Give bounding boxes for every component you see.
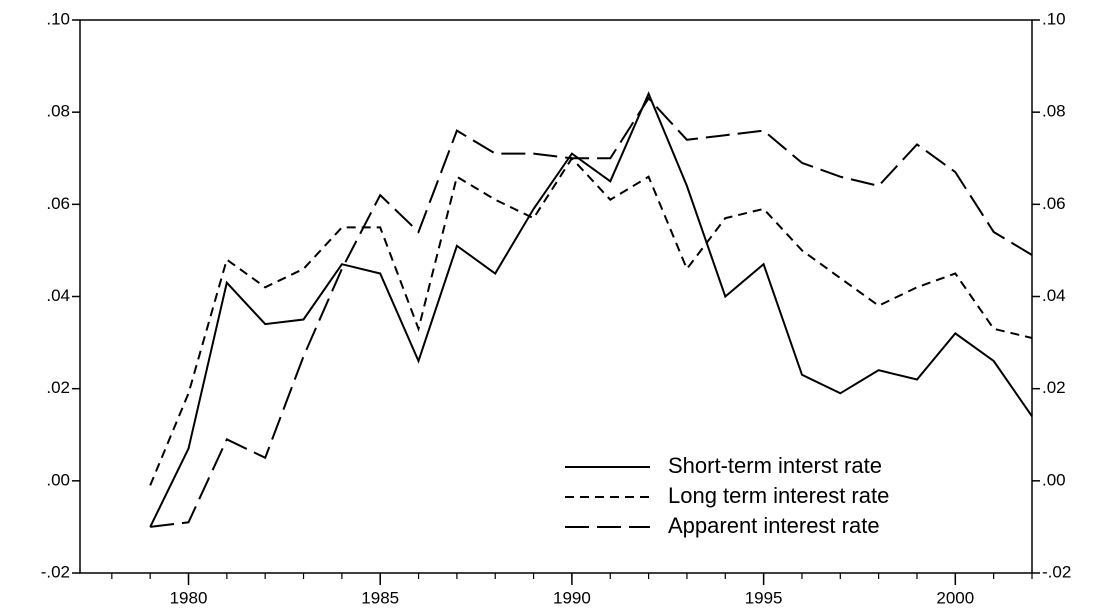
legend-label: Short-term interst rate xyxy=(668,453,882,478)
y2-tick-label: .08 xyxy=(1042,102,1066,121)
series-line xyxy=(149,156,1033,486)
y-tick-label: .00 xyxy=(46,470,70,489)
y-tick-label: .02 xyxy=(46,378,70,397)
x-tick-label: 1995 xyxy=(745,588,783,607)
y2-tick-label: .00 xyxy=(1042,470,1066,489)
x-tick-label: 1990 xyxy=(553,588,591,607)
legend-label: Long term interest rate xyxy=(668,483,889,508)
y-tick-label: .10 xyxy=(46,9,70,28)
y2-tick-label: .10 xyxy=(1042,9,1066,28)
y-tick-label: .04 xyxy=(46,286,70,305)
y-tick-label: -.02 xyxy=(41,562,70,581)
series-line xyxy=(150,96,1033,528)
x-tick-label: 1985 xyxy=(361,588,399,607)
series-line xyxy=(149,91,1033,528)
y-tick-label: .06 xyxy=(46,194,70,213)
legend-label: Apparent interest rate xyxy=(668,513,880,538)
y-tick-label: .08 xyxy=(46,102,70,121)
y2-tick-label: -.02 xyxy=(1042,562,1071,581)
x-tick-label: 2000 xyxy=(936,588,974,607)
y2-tick-label: .06 xyxy=(1042,194,1066,213)
y2-tick-label: .04 xyxy=(1042,286,1066,305)
y2-tick-label: .02 xyxy=(1042,378,1066,397)
x-tick-label: 1980 xyxy=(170,588,208,607)
